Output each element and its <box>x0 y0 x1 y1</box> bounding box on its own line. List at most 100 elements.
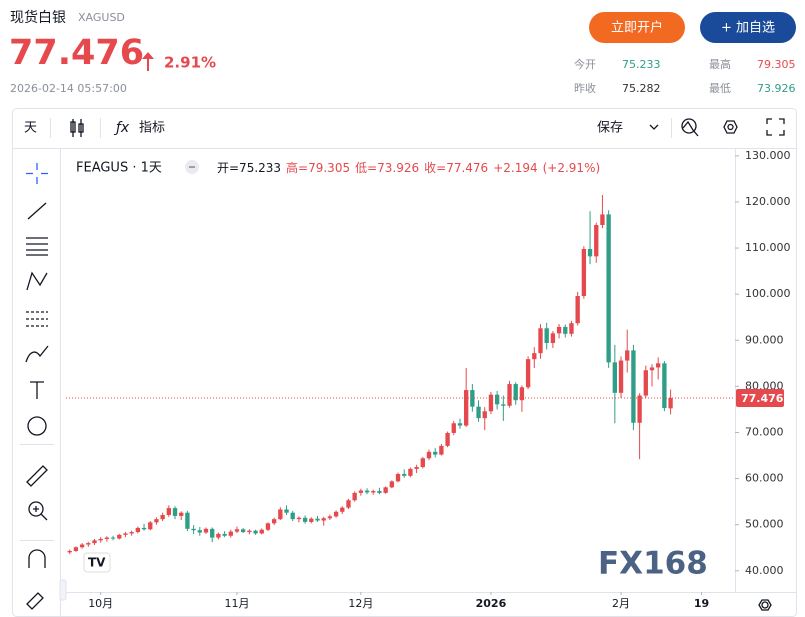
candle-body <box>123 533 128 535</box>
candle-body <box>525 359 531 388</box>
candle-body <box>271 519 277 524</box>
indicators-button[interactable]: 指标 <box>139 121 165 136</box>
candle-body <box>210 528 215 538</box>
candle-body <box>228 531 233 536</box>
candle-body <box>625 350 630 361</box>
y-tick-label: 50.000 <box>745 518 784 531</box>
candle-body <box>451 423 456 433</box>
x-tick-label: 2月 <box>612 597 630 610</box>
chart-type-button[interactable] <box>70 119 84 137</box>
axis-settings[interactable] <box>758 599 772 611</box>
candle-body <box>377 491 382 493</box>
stat-value: 79.305 <box>757 58 796 71</box>
candle-body <box>649 367 655 371</box>
settings-button[interactable] <box>723 120 738 134</box>
candle-body <box>265 523 271 530</box>
text-tool[interactable] <box>30 381 44 399</box>
candle-body <box>656 363 661 368</box>
candle-body <box>222 533 227 536</box>
ruler-tool[interactable] <box>26 465 48 487</box>
candle-body <box>110 537 116 539</box>
x-tick-label: 10月 <box>88 597 113 610</box>
candle-body <box>191 528 196 531</box>
candle-body <box>389 481 394 488</box>
candle-body <box>637 395 642 423</box>
zoom-tool[interactable] <box>28 501 44 517</box>
legend-item: 高=79.305 <box>286 160 350 175</box>
save-menu[interactable] <box>649 124 659 130</box>
stat-value: 73.926 <box>757 82 796 95</box>
stat-label: 最低 <box>709 82 731 95</box>
candle-body <box>569 323 574 334</box>
stat-value: 75.282 <box>622 82 661 95</box>
brush-tool[interactable] <box>25 345 49 363</box>
projection-tool[interactable] <box>26 311 48 327</box>
candle-body <box>420 458 425 468</box>
candle-body <box>253 530 258 534</box>
crosshair-tool[interactable] <box>26 163 48 184</box>
watchlist-label[interactable]: + 加自选 <box>721 21 775 36</box>
candle-body <box>141 527 147 530</box>
candle-body <box>494 394 500 405</box>
up-arrow <box>142 52 154 71</box>
instrument-name: 现货白银 <box>10 9 66 26</box>
settings-center <box>727 123 734 131</box>
candle-body <box>587 248 593 257</box>
interval-button[interactable]: 天 <box>24 121 37 136</box>
candle-body <box>662 363 667 409</box>
candle-body <box>358 490 364 493</box>
candle-body <box>371 491 376 493</box>
candle-body <box>445 432 450 446</box>
candle-body <box>532 353 537 360</box>
watchlist-button[interactable] <box>700 12 796 43</box>
candle-body <box>643 370 648 396</box>
chart-frame <box>12 108 797 617</box>
candle-body <box>538 328 543 354</box>
candle-body <box>457 423 463 426</box>
stat-value: 75.233 <box>622 58 661 71</box>
candle-body <box>296 517 302 520</box>
drawing-tools <box>25 163 49 610</box>
candle-body <box>135 527 141 533</box>
fullscreen-button[interactable] <box>766 118 785 136</box>
price: 77.476 <box>9 33 144 73</box>
candle-body <box>166 508 171 516</box>
candle-body <box>600 214 605 225</box>
open-account-label[interactable]: 立即开户 <box>611 20 663 36</box>
pattern-tool[interactable] <box>26 271 48 291</box>
candle-body <box>563 326 568 334</box>
candle-body <box>98 538 103 541</box>
candle-body <box>216 533 221 538</box>
fx-icon[interactable]: ƒx <box>113 120 130 136</box>
candle-body <box>315 518 320 521</box>
candle-body <box>73 547 79 551</box>
candle-body <box>513 384 518 401</box>
candle-body <box>612 362 617 393</box>
candle-body <box>488 394 494 412</box>
indicator-icon[interactable] <box>681 118 699 137</box>
candle-body <box>185 512 190 529</box>
candle-body <box>278 509 283 520</box>
candle-body <box>581 248 587 296</box>
open-account-button[interactable] <box>589 12 685 43</box>
candle-body <box>247 530 252 533</box>
candle-body <box>476 406 481 419</box>
y-tick-label: 40.000 <box>745 564 784 577</box>
x-tick-label: 11月 <box>224 597 249 610</box>
candle-body <box>340 507 345 512</box>
sidebar-toggle[interactable] <box>59 579 67 601</box>
legend-item: +2.194 <box>493 161 537 175</box>
candle-body <box>321 518 326 521</box>
magnet-tool[interactable] <box>28 549 46 568</box>
y-tick-label: 120.000 <box>745 195 791 208</box>
candle-body <box>129 532 134 534</box>
emoji-tool[interactable] <box>27 416 47 436</box>
trendline-tool[interactable] <box>27 202 47 220</box>
lock-tool[interactable] <box>26 592 44 610</box>
save-button[interactable]: 保存 <box>597 121 623 136</box>
zoom-tool-detail <box>33 506 48 521</box>
candle-body <box>79 544 85 548</box>
fib-tool[interactable] <box>26 237 48 256</box>
candle-body <box>284 509 289 513</box>
